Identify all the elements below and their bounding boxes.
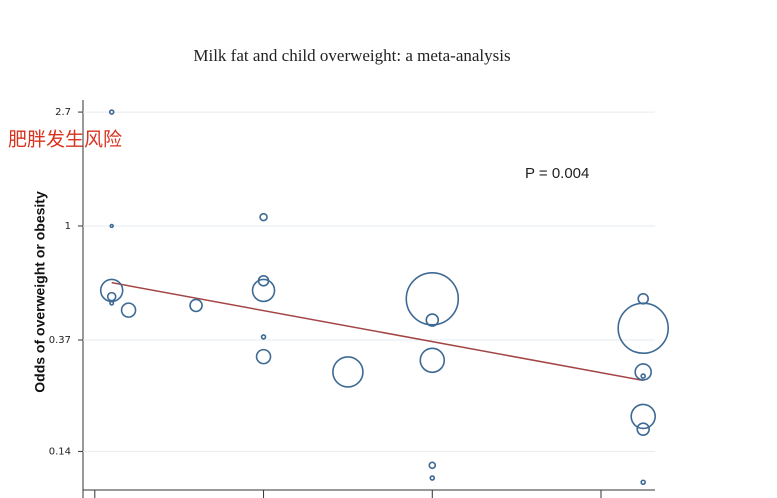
chart-title: Milk fat and child overweight: a meta-an… xyxy=(193,46,510,65)
fit-line xyxy=(111,281,644,382)
y-tick-label: 0.14 xyxy=(49,446,71,457)
bubble xyxy=(428,461,437,470)
bubble xyxy=(255,348,272,365)
p-value: P = 0.004 xyxy=(525,165,589,182)
bubble xyxy=(332,356,364,388)
bubble xyxy=(259,212,268,222)
bubble xyxy=(429,475,436,481)
bubble xyxy=(405,271,460,326)
y-tick-label: 2.7 xyxy=(55,107,71,118)
bubble xyxy=(617,302,669,355)
bubble xyxy=(108,109,115,115)
bubble xyxy=(419,347,446,374)
bubble xyxy=(189,298,203,313)
bubble xyxy=(106,291,117,302)
bubble xyxy=(640,373,646,379)
bubble xyxy=(260,334,267,340)
bubble xyxy=(640,479,646,486)
bubble xyxy=(251,278,276,303)
bubble xyxy=(120,302,137,318)
bubble xyxy=(109,223,114,229)
y-tick-label: 0.37 xyxy=(49,335,71,346)
bubble xyxy=(425,313,440,327)
y-axis-label: Odds of overweight or obesity xyxy=(32,191,48,393)
y-tick-label: 1 xyxy=(65,221,71,232)
bubble xyxy=(637,292,649,305)
bubble xyxy=(109,300,115,306)
overlay-label: 肥胖发生风险 xyxy=(8,129,122,151)
bubble xyxy=(634,363,652,381)
bubble xyxy=(630,403,656,430)
bubble xyxy=(636,422,650,436)
